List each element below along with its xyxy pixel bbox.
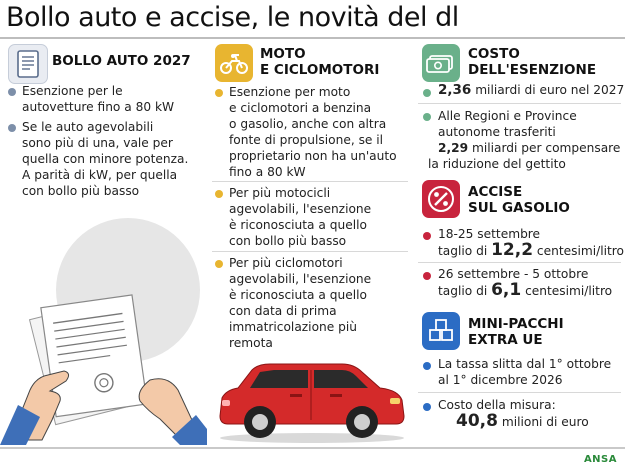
divider xyxy=(418,392,621,393)
bullet-dot xyxy=(8,124,16,132)
bullet-dot xyxy=(423,89,431,97)
moto-bullet-3: Per più ciclomotori agevolabili, l'esenz… xyxy=(229,256,372,350)
divider xyxy=(418,103,621,104)
bottom-divider xyxy=(0,447,625,449)
costo-bullet-1: 2,36 miliardi di euro nel 2027 xyxy=(438,82,625,98)
page-title: Bollo auto e accise, le novità del dl xyxy=(6,2,459,33)
document-icon xyxy=(8,44,48,84)
bollo-bullet-1: Esenzione per le autovetture fino a 80 k… xyxy=(22,84,175,114)
ansa-logo: ANSA xyxy=(583,454,617,465)
bullet-dot xyxy=(8,88,16,96)
pacchi-bullet-2: Costo della misura: 40,8 milioni di euro xyxy=(438,398,589,431)
bollo-bullet-2: Se le auto agevolabili sono più di una, … xyxy=(22,120,189,198)
pacchi-bullet-1: La tassa slitta dal 1° ottobre al 1° dic… xyxy=(438,357,612,387)
costo-title: COSTO DELL'ESENZIONE xyxy=(468,46,597,78)
bullet-dot xyxy=(423,362,431,370)
pacchi-title: MINI-PACCHI EXTRA UE xyxy=(468,316,564,348)
scooter-icon xyxy=(215,44,253,82)
divider xyxy=(212,181,408,182)
bollo-auto-title: BOLLO AUTO 2027 xyxy=(52,53,191,69)
title-divider xyxy=(0,37,625,39)
percent-icon xyxy=(422,180,460,218)
bullet-dot xyxy=(423,232,431,240)
bullet-dot xyxy=(215,260,223,268)
right-column xyxy=(415,40,625,446)
accise-bullet-2: 26 settembre - 5 ottobre taglio di 6,1 c… xyxy=(438,267,613,300)
accise-bullet-1: 18-25 settembre taglio di 12,2 centesimi… xyxy=(438,227,624,260)
moto-title: MOTO E CICLOMOTORI xyxy=(260,46,380,78)
divider xyxy=(418,262,621,263)
bullet-dot xyxy=(423,272,431,280)
document-hands-illustration xyxy=(0,218,207,445)
money-icon xyxy=(422,44,460,82)
red-car-illustration xyxy=(219,363,405,443)
bullet-dot xyxy=(423,113,431,121)
bullet-dot xyxy=(215,190,223,198)
moto-bullet-2: Per più motocicli agevolabili, l'esenzio… xyxy=(229,186,372,248)
bullet-dot xyxy=(215,89,223,97)
bullet-dot xyxy=(423,403,431,411)
divider xyxy=(212,251,408,252)
costo-bullet-2: Alle Regioni e Province autonome trasfer… xyxy=(428,109,621,171)
accise-title: ACCISE SUL GASOLIO xyxy=(468,184,570,216)
moto-bullet-1: Esenzione per moto e ciclomotori a benzi… xyxy=(229,85,397,179)
packages-icon xyxy=(422,312,460,350)
